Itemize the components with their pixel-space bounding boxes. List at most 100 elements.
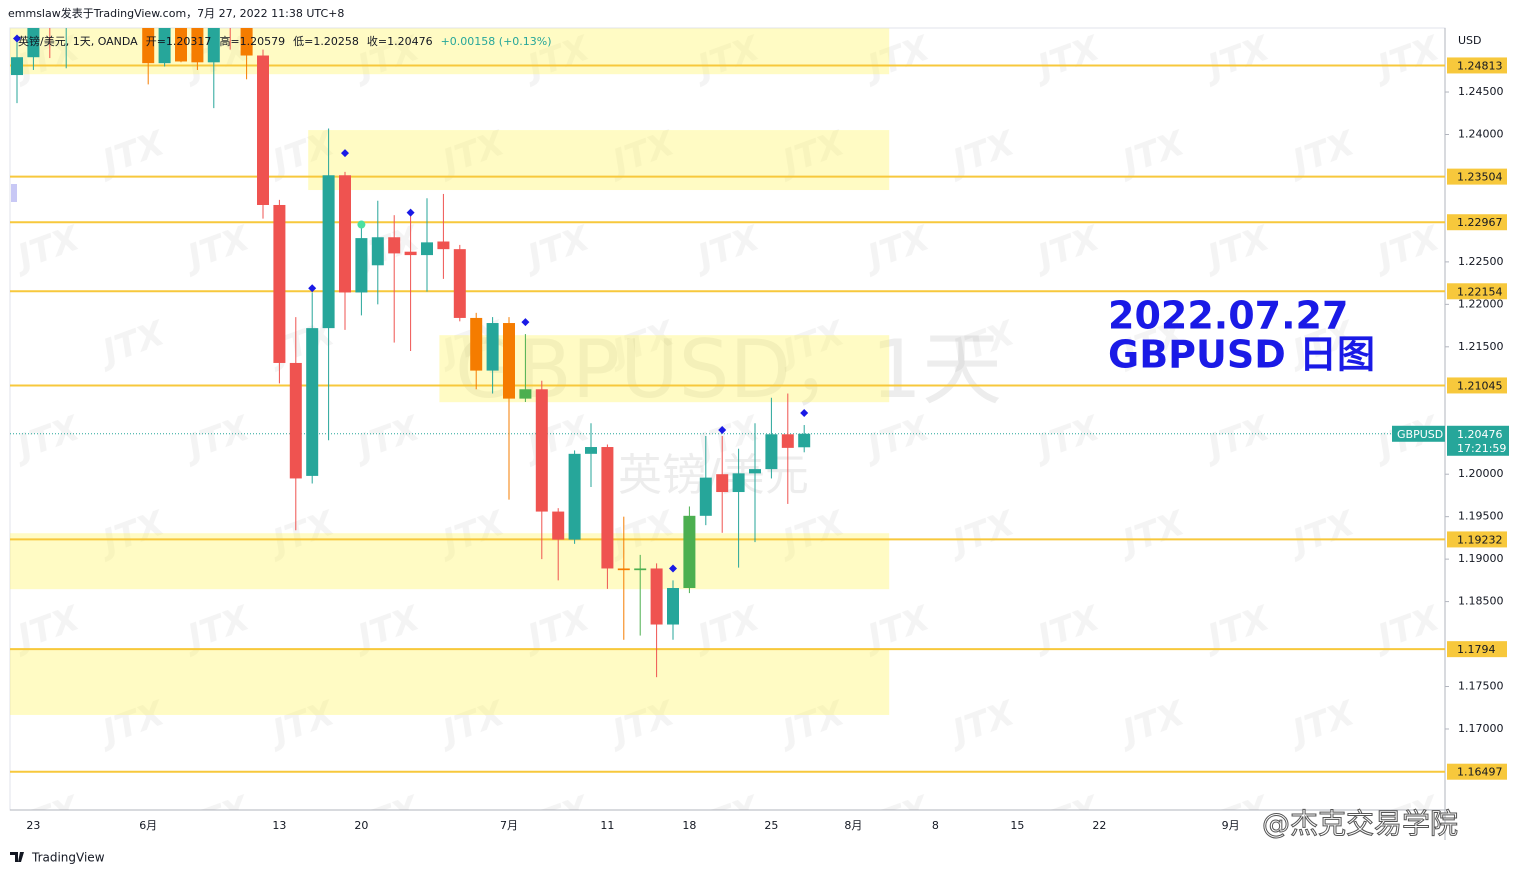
candle-body	[207, 28, 220, 63]
level-label: 1.22154	[1457, 285, 1503, 298]
candle-body	[11, 57, 23, 76]
candle-body	[683, 515, 696, 589]
marker	[521, 318, 530, 327]
annotation: 2022.07.27	[1108, 294, 1348, 338]
level-label: 1.23504	[1457, 171, 1503, 184]
candle-body	[355, 238, 368, 293]
candle-body	[798, 433, 811, 448]
x-tick-label: 8	[932, 819, 939, 832]
candle-body	[421, 242, 433, 256]
x-tick-label: 9月	[1222, 819, 1240, 832]
y-tick-label: 1.19000	[1458, 552, 1504, 565]
candle-body	[240, 28, 253, 56]
marker	[13, 34, 21, 43]
y-tick-label: 1.24000	[1458, 127, 1504, 140]
marker	[341, 149, 349, 158]
level-label-bg	[1447, 57, 1507, 74]
candle-body	[617, 568, 630, 571]
level-label-bg	[1447, 283, 1507, 300]
candle-body	[650, 568, 663, 625]
x-tick-label: 18	[682, 819, 696, 832]
candle-body	[749, 469, 761, 474]
candle-body	[568, 453, 581, 540]
countdown: 17:21:59	[1457, 442, 1506, 455]
candle-body	[732, 473, 745, 493]
candle-body	[781, 434, 794, 448]
y-tick-label: 1.20000	[1458, 467, 1504, 480]
marker	[357, 220, 366, 229]
x-tick-label: 25	[764, 819, 778, 832]
candle-body	[486, 323, 499, 371]
level-label-bg	[1447, 377, 1507, 394]
level-label: 1.21045	[1457, 379, 1503, 392]
marker	[800, 409, 809, 418]
currency: USD	[1458, 34, 1482, 47]
x-tick-label: 13	[272, 819, 286, 832]
candle-body	[699, 477, 712, 516]
candle-body	[667, 588, 679, 625]
candle-body	[158, 28, 171, 64]
legend-item: +0.00158 (+0.13%)	[441, 35, 552, 48]
y-tick-label: 1.22000	[1458, 297, 1504, 310]
level-label: 1.24813	[1457, 59, 1503, 72]
candle-body	[535, 389, 548, 512]
zones	[10, 28, 1445, 773]
candle-body	[453, 249, 466, 318]
candle-body	[257, 55, 269, 205]
annotation: GBPUSD 日图	[1108, 333, 1375, 377]
x-tick-label: 7月	[500, 819, 518, 832]
y-tick-label: 1.17000	[1458, 722, 1504, 735]
scroll-handle	[11, 184, 17, 202]
marker	[718, 426, 727, 435]
candles	[11, 28, 811, 678]
candle-body	[519, 389, 532, 399]
candle-body	[765, 434, 778, 470]
y-tick-label: 1.19500	[1458, 510, 1504, 523]
tv-logo	[10, 852, 24, 862]
y-tick-label: 1.22500	[1458, 255, 1504, 268]
candle-body	[371, 237, 384, 266]
marker	[308, 284, 317, 293]
candle-body	[585, 447, 597, 454]
candle-body	[404, 251, 417, 256]
level-label: 1.22967	[1457, 216, 1503, 229]
y-tick-label: 1.21500	[1458, 340, 1504, 353]
footer: TradingView	[31, 851, 105, 865]
candle-body	[322, 175, 335, 329]
axes: 1.24500 1.24000 1.22500 1.22000 1.21500 1.200…	[26, 57, 1509, 832]
candle-body	[437, 241, 450, 250]
level-label: 1.1794	[1457, 643, 1496, 656]
legend-item: 低=1.20258	[293, 35, 359, 48]
legend-item: 英镑/美元, 1天, OANDA	[18, 34, 138, 48]
level-label: 1.19232	[1457, 533, 1503, 546]
y-tick-label: 1.18500	[1458, 595, 1504, 608]
last-price: 1.20476	[1457, 428, 1503, 441]
level-label-bg	[1447, 168, 1507, 185]
zone	[10, 533, 890, 590]
marker	[406, 208, 415, 217]
candle-body	[289, 362, 302, 479]
marker	[669, 564, 677, 573]
y-tick-label: 1.24500	[1458, 85, 1504, 98]
candle-body	[339, 175, 351, 293]
y-tick-label: 1.17500	[1458, 680, 1504, 693]
credit: @杰克交易学院	[1262, 807, 1458, 840]
zone	[308, 130, 890, 191]
x-tick-label: 6月	[139, 819, 157, 832]
x-tick-label: 15	[1010, 819, 1024, 832]
legend-item: 收=1.20476	[367, 34, 433, 48]
plot-area	[9, 27, 1446, 811]
candle-body	[470, 317, 483, 371]
candle-body	[191, 28, 204, 63]
x-tick-label: 11	[600, 819, 614, 832]
candle-body	[142, 28, 155, 64]
level-label-bg	[1447, 214, 1507, 231]
zone	[10, 28, 890, 75]
candle-body	[388, 237, 401, 254]
candle-body	[552, 511, 565, 540]
last-price-bg	[1447, 425, 1509, 456]
x-tick-label: 23	[26, 819, 40, 832]
x-tick-label: 22	[1092, 819, 1106, 832]
candle-body	[306, 328, 319, 476]
